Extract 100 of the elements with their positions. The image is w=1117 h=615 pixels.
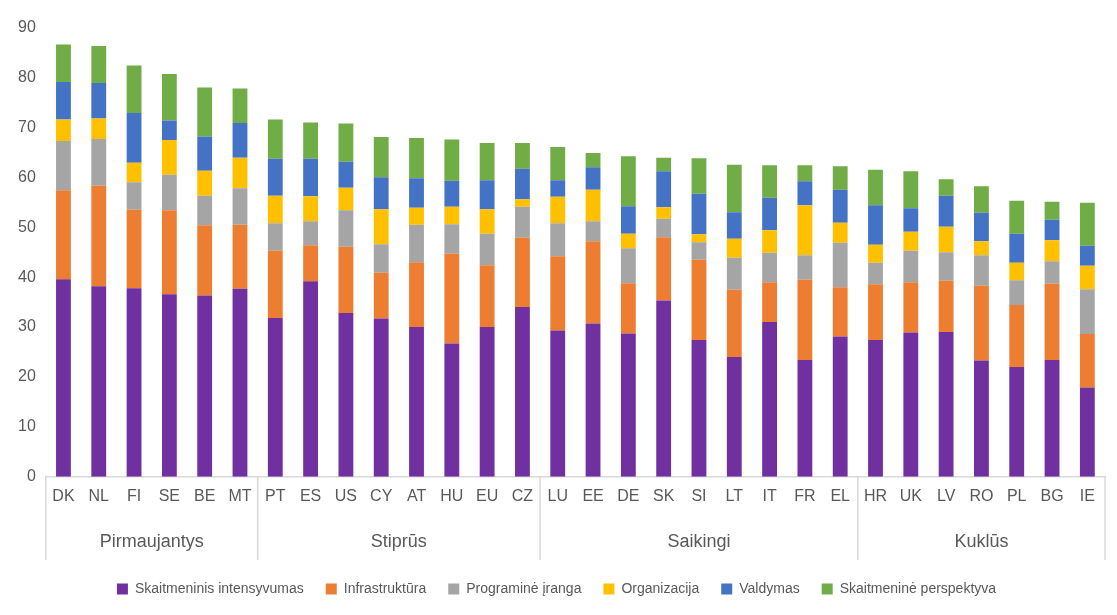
- bar: [620, 248, 636, 284]
- bar: [444, 180, 460, 207]
- bar: [56, 190, 71, 280]
- x-tick-label: ES: [299, 486, 322, 504]
- bar: [126, 209, 142, 289]
- bar: [903, 250, 919, 283]
- bar: [903, 332, 919, 477]
- legend-label: Skaitmeninis intensyvumas: [134, 579, 304, 596]
- y-tick-label: 30: [18, 317, 36, 335]
- x-tick-label: EE: [582, 486, 604, 504]
- bar: [126, 65, 142, 113]
- bar: [832, 189, 848, 223]
- bar: [726, 212, 742, 239]
- bar: [373, 318, 389, 477]
- bar: [161, 294, 177, 477]
- text: Stiprūs: [370, 530, 427, 551]
- bar: [585, 241, 601, 324]
- x-tick-label: CY: [370, 486, 393, 504]
- bar: [91, 46, 107, 83]
- bar: [126, 288, 142, 477]
- bar: [797, 360, 813, 477]
- bar: [126, 162, 142, 183]
- bar: [444, 206, 460, 225]
- bar: [409, 137, 424, 179]
- bar: [938, 195, 954, 227]
- bar: [550, 330, 566, 477]
- y-tick-label: 50: [18, 217, 36, 235]
- bar: [267, 318, 283, 477]
- bar: [479, 180, 495, 210]
- x-tick-label: PL: [1006, 486, 1027, 504]
- bar: [762, 252, 777, 283]
- x-tick-label: DK: [52, 486, 75, 504]
- bar: [832, 222, 848, 243]
- x-tick-label: IT: [762, 486, 777, 504]
- bar: [161, 139, 177, 175]
- bar: [974, 285, 989, 361]
- bar: [974, 241, 989, 256]
- bar: [444, 139, 460, 181]
- bar: [903, 231, 919, 251]
- bar: [444, 343, 460, 477]
- bar: [1044, 360, 1060, 477]
- bar: [797, 205, 813, 256]
- y-tick-label: 90: [18, 18, 36, 36]
- bar: [585, 221, 601, 242]
- bar: [691, 259, 707, 341]
- bar: [726, 164, 742, 213]
- bar: [409, 327, 424, 477]
- x-tick-label: HU: [440, 486, 464, 504]
- bar: [409, 224, 424, 263]
- legend-label: Skaitmeninė perspektyva: [839, 579, 997, 596]
- bar: [161, 120, 177, 140]
- legend-label: Valdymas: [739, 579, 800, 596]
- bar: [409, 207, 424, 225]
- bar: [373, 272, 389, 319]
- bar: [197, 295, 213, 477]
- bar: [303, 221, 319, 246]
- bar: [1079, 289, 1095, 335]
- bar: [832, 242, 848, 288]
- bar: [56, 82, 71, 120]
- bar: [338, 313, 354, 477]
- bar: [550, 223, 566, 257]
- bar: [762, 197, 777, 231]
- bar: [267, 223, 283, 251]
- bar: [479, 233, 495, 266]
- bar: [620, 206, 636, 234]
- bar: [479, 209, 495, 234]
- bar: [409, 262, 424, 328]
- bar: [726, 357, 742, 477]
- bar: [797, 165, 813, 182]
- x-tick-label: RO: [969, 486, 994, 504]
- bar: [1009, 200, 1025, 234]
- bar: [868, 205, 883, 245]
- bar: [303, 122, 319, 159]
- x-tick-label: US: [334, 486, 358, 504]
- bar: [832, 287, 848, 337]
- bar: [479, 142, 495, 181]
- bar: [91, 83, 107, 119]
- bar: [1044, 240, 1060, 262]
- bar: [232, 122, 248, 158]
- x-tick-label: DE: [617, 486, 640, 504]
- bar: [373, 244, 389, 273]
- bar: [974, 360, 989, 477]
- bar: [232, 224, 248, 289]
- x-tick-label: LT: [725, 486, 744, 504]
- bar: [338, 210, 354, 247]
- x-tick-label: AT: [406, 486, 427, 504]
- bar: [1044, 219, 1060, 241]
- bar: [1044, 283, 1060, 361]
- bar: [56, 44, 71, 82]
- bar: [303, 281, 319, 477]
- bar: [832, 336, 848, 477]
- y-tick-label: 80: [18, 67, 36, 85]
- bar: [1044, 261, 1060, 284]
- bar: [1009, 367, 1025, 477]
- x-tick-label: FR: [794, 486, 816, 504]
- bar: [267, 250, 283, 319]
- bar: [938, 179, 954, 196]
- bar: [267, 119, 283, 159]
- bar: [797, 255, 813, 280]
- bar: [91, 286, 107, 477]
